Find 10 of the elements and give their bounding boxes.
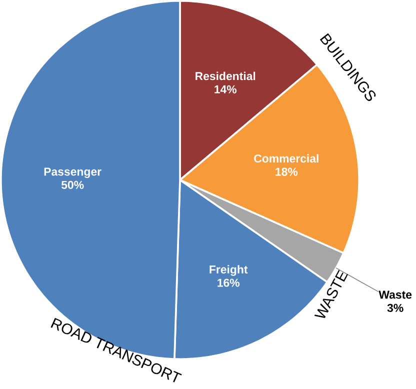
data-label: 16% [218, 278, 240, 287]
slice-label: Residential [196, 72, 256, 80]
data-label: 3% [387, 304, 404, 312]
data-label: 18% [276, 168, 298, 176]
slice-label: Passenger [44, 168, 102, 178]
slice-label: Commercial [254, 154, 318, 162]
slice-label: Freight [210, 264, 248, 276]
slice-label: Waste [378, 290, 412, 299]
data-label: 14% [214, 85, 237, 94]
data-label: 50% [61, 180, 84, 189]
